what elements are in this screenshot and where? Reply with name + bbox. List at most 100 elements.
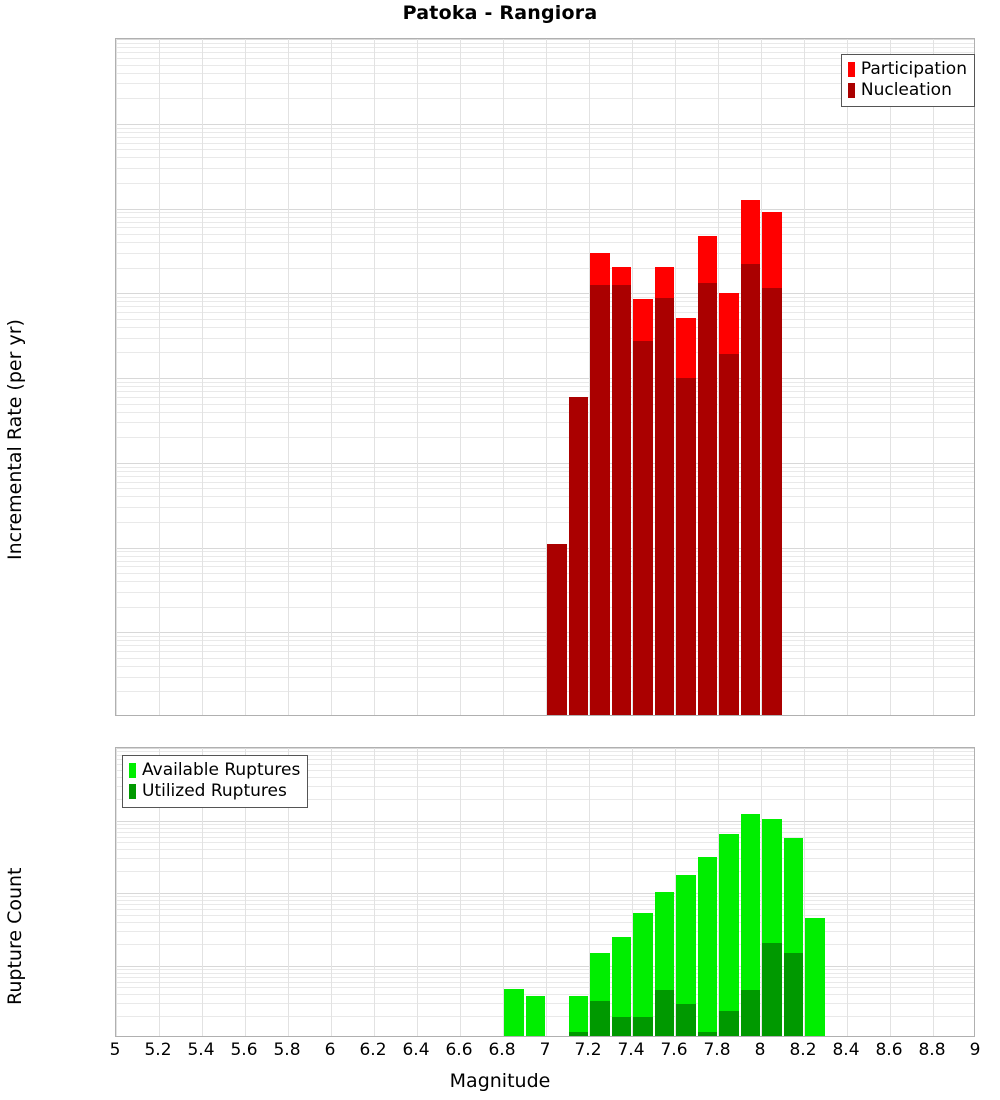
grid-line [116,496,974,498]
bar-incremental-rate [697,39,717,715]
grid-line-vertical [116,39,117,715]
grid-line-vertical [890,39,891,715]
bar-segment-available [719,833,739,1036]
grid-line-vertical [804,748,805,1036]
grid-line-vertical [675,39,676,715]
grid-line [116,470,974,472]
grid-line [116,182,974,184]
x-axis-title: Magnitude [449,1070,551,1092]
bar-rupture-count [719,748,739,1036]
grid-line [116,136,974,138]
legend-swatch-icon [847,62,855,77]
grid-line [116,1003,974,1005]
grid-line-vertical [159,748,160,1036]
bar-incremental-rate [740,39,760,715]
grid-line [116,823,974,825]
grid-line [116,403,974,405]
grid-line [116,386,974,388]
grid-line [116,976,974,978]
grid-line [116,212,974,214]
legend-item: Available Ruptures [129,760,300,781]
x-axis-tick-label: 8 [754,1040,766,1060]
bar-incremental-rate [568,39,588,715]
grid-line-vertical [417,39,418,715]
bar-segment-available [504,988,524,1036]
grid-line-major [116,632,974,634]
grid-line-vertical [374,748,375,1036]
bar-incremental-rate [547,39,567,715]
grid-line [116,252,974,254]
bar-rupture-count [654,748,674,1036]
bar-rupture-count [740,748,760,1036]
grid-line [116,831,974,833]
legend-item: Participation [847,59,967,80]
grid-line [116,352,974,354]
grid-line-vertical [460,748,461,1036]
grid-line [116,909,974,911]
grid-line-major [116,965,974,967]
grid-line-vertical [718,39,719,715]
grid-line [116,391,974,393]
grid-line-vertical [245,39,246,715]
grid-line [116,755,974,757]
grid-line [116,904,974,906]
grid-line [116,227,974,229]
grid-line [116,972,974,974]
grid-line [116,566,974,568]
grid-line-major [116,547,974,549]
grid-line-vertical [933,748,934,1036]
grid-line [116,759,974,761]
bar-segment-utilized [611,1017,631,1036]
bar-segment-available [676,875,696,1036]
grid-line [116,900,974,902]
grid-line-vertical [933,39,934,715]
grid-line-vertical [546,748,547,1036]
legend-swatch-icon [129,784,136,799]
x-axis-tick-label: 5 [109,1040,121,1060]
grid-line [116,914,974,916]
grid-line-vertical [632,748,633,1036]
bar-segment-available [697,857,717,1036]
bar-segment-available [568,995,588,1036]
grid-line [116,776,974,778]
grid-line [116,131,974,133]
bar-segment-utilized [719,1011,739,1036]
top-legend: Participation Nucleation [840,54,975,107]
grid-line [116,560,974,562]
grid-line-vertical [632,39,633,715]
grid-line-major [116,462,974,464]
grid-line-vertical [675,748,676,1036]
grid-line [116,488,974,490]
grid-line [116,157,974,159]
grid-line [116,98,974,100]
grid-line-vertical [288,39,289,715]
bar-segment-utilized [676,1003,696,1036]
grid-line [116,769,974,771]
grid-line [116,127,974,129]
bar-segment-available [611,937,631,1036]
bar-segment-nucleation [740,263,760,715]
bar-incremental-rate [611,39,631,715]
bar-segment-nucleation [697,283,717,715]
x-axis-tick-label: 5.4 [187,1040,215,1060]
bar-incremental-rate [633,39,653,715]
bar-incremental-rate [762,39,782,715]
grid-line [116,72,974,74]
bar-segment-nucleation [568,397,588,715]
grid-line [116,422,974,424]
grid-line-vertical [288,748,289,1036]
legend-swatch-icon [129,763,136,778]
incremental-rate-plot [115,38,975,716]
x-axis-tick-label: 6.8 [488,1040,516,1060]
bar-segment-utilized [590,1001,610,1036]
x-axis-tick-label: 7.8 [703,1040,731,1060]
grid-line-vertical [718,748,719,1036]
grid-line [116,691,974,693]
grid-line-vertical [202,39,203,715]
x-axis-tick-label: 7 [539,1040,551,1060]
grid-line [116,645,974,647]
grid-line [116,591,974,593]
grid-line [116,396,974,398]
grid-line [116,521,974,523]
